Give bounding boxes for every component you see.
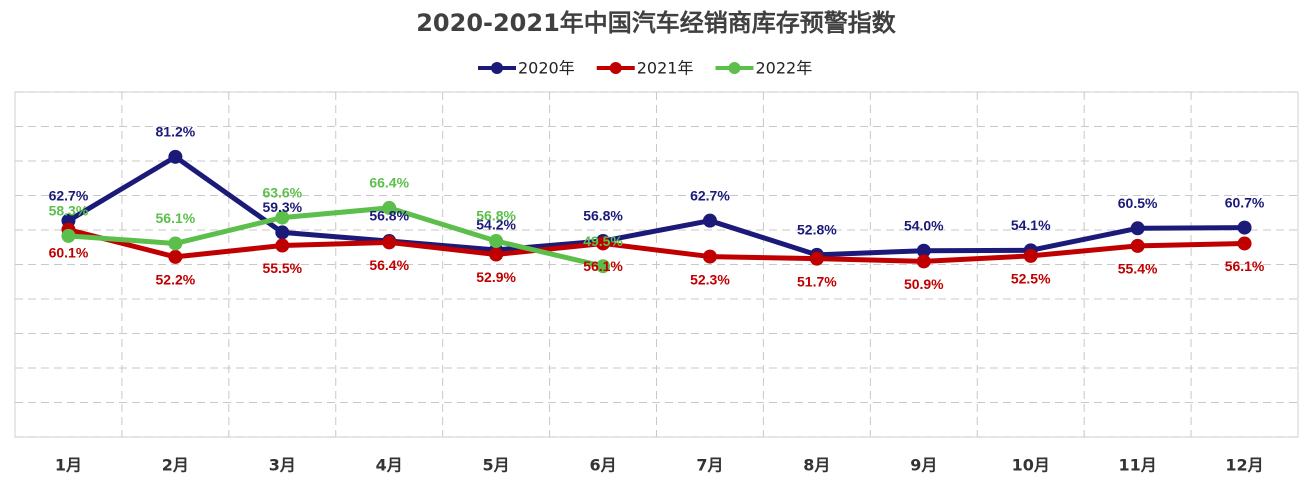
data-label: 60.1% bbox=[49, 244, 89, 260]
data-label: 81.2% bbox=[156, 124, 196, 140]
data-label: 56.8% bbox=[476, 208, 516, 224]
point bbox=[489, 247, 504, 262]
legend-marker bbox=[728, 62, 741, 74]
x-tick-label: 1月 bbox=[55, 456, 82, 475]
x-tick-label: 6月 bbox=[589, 456, 616, 475]
point bbox=[382, 235, 397, 250]
data-label: 54.0% bbox=[904, 217, 944, 233]
data-label: 58.3% bbox=[49, 203, 89, 219]
series-line bbox=[68, 205, 604, 269]
point bbox=[596, 236, 611, 251]
data-label: 55.5% bbox=[262, 260, 302, 276]
data-label: 51.7% bbox=[797, 273, 837, 289]
point bbox=[275, 225, 290, 240]
point bbox=[1237, 236, 1252, 251]
chart-title: 2020-2021年中国汽车经销商库存预警指数 bbox=[416, 9, 897, 37]
data-label: 56.8% bbox=[583, 208, 623, 224]
data-label: 52.3% bbox=[690, 271, 730, 287]
data-label: 52.2% bbox=[156, 272, 196, 288]
data-label: 52.8% bbox=[797, 222, 837, 238]
data-label: 60.5% bbox=[1118, 195, 1158, 211]
x-tick-label: 8月 bbox=[803, 456, 830, 475]
x-tick-label: 10月 bbox=[1012, 456, 1050, 475]
series-line bbox=[67, 227, 1245, 264]
point bbox=[61, 228, 76, 243]
point bbox=[1237, 220, 1252, 235]
point bbox=[275, 210, 290, 225]
data-label: 52.5% bbox=[1011, 271, 1051, 287]
point bbox=[382, 200, 397, 215]
data-label: 56.1% bbox=[583, 258, 623, 274]
point bbox=[275, 238, 290, 253]
data-label: 66.4% bbox=[369, 175, 409, 191]
x-tick-label: 7月 bbox=[696, 456, 723, 475]
x-tick-label: 2月 bbox=[162, 456, 189, 475]
point bbox=[1130, 221, 1145, 236]
legend-label: 2020年 bbox=[518, 59, 575, 78]
legend-marker bbox=[609, 62, 622, 74]
point bbox=[168, 249, 183, 264]
point bbox=[489, 234, 504, 249]
point bbox=[702, 213, 717, 228]
data-label: 54.2% bbox=[476, 217, 516, 233]
legend-label: 2021年 bbox=[637, 59, 694, 78]
data-label: 56.1% bbox=[1225, 258, 1265, 274]
data-label: 56.8% bbox=[369, 208, 409, 224]
x-tick-label: 5月 bbox=[483, 456, 510, 475]
data-label: 56.1% bbox=[156, 210, 196, 226]
data-label: 54.1% bbox=[1011, 217, 1051, 233]
point bbox=[809, 251, 824, 266]
x-tick-label: 11月 bbox=[1118, 456, 1156, 475]
legend-label: 2022年 bbox=[755, 59, 812, 78]
point bbox=[702, 249, 717, 264]
point bbox=[916, 254, 931, 269]
point bbox=[168, 236, 183, 251]
x-tick-label: 9月 bbox=[910, 456, 937, 475]
point bbox=[1130, 238, 1145, 253]
point bbox=[168, 149, 183, 164]
data-label: 55.4% bbox=[1118, 261, 1158, 277]
data-label: 50.9% bbox=[904, 276, 944, 292]
data-label: 52.9% bbox=[476, 269, 516, 285]
point bbox=[1023, 248, 1038, 263]
data-label: 49.5% bbox=[583, 233, 623, 249]
x-tick-label: 12月 bbox=[1225, 456, 1263, 475]
x-tick-label: 4月 bbox=[376, 456, 403, 475]
data-label: 63.6% bbox=[262, 184, 302, 200]
x-tick-label: 3月 bbox=[269, 456, 296, 475]
legend: 2020年 2021年 2022年 bbox=[478, 59, 812, 78]
data-label: 60.7% bbox=[1225, 194, 1265, 210]
legend-marker bbox=[491, 62, 503, 74]
data-label: 62.7% bbox=[690, 187, 730, 203]
point bbox=[916, 243, 931, 258]
point bbox=[596, 259, 611, 274]
data-label: 59.3% bbox=[262, 199, 302, 215]
data-label: 56.4% bbox=[369, 257, 409, 273]
data-label: 62.7% bbox=[49, 187, 89, 203]
